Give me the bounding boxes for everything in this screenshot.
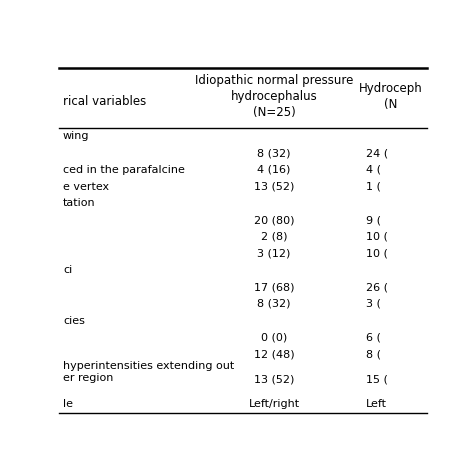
Text: 10 (: 10 ( <box>366 232 388 242</box>
Text: 2 (8): 2 (8) <box>261 232 287 242</box>
Text: 26 (: 26 ( <box>366 282 388 292</box>
Text: le: le <box>63 400 73 410</box>
Text: 10 (: 10 ( <box>366 249 388 259</box>
Text: 6 (: 6 ( <box>366 332 381 342</box>
Text: 15 (: 15 ( <box>366 374 388 384</box>
Text: ci: ci <box>63 265 72 275</box>
Text: 9 (: 9 ( <box>366 215 381 225</box>
Text: Idiopathic normal pressure
hydrocephalus
(N=25): Idiopathic normal pressure hydrocephalus… <box>195 73 353 118</box>
Text: 17 (68): 17 (68) <box>254 282 294 292</box>
Text: 0 (0): 0 (0) <box>261 332 287 342</box>
Text: wing: wing <box>63 131 90 141</box>
Text: 20 (80): 20 (80) <box>254 215 294 225</box>
Text: 13 (52): 13 (52) <box>254 182 294 191</box>
Text: e vertex: e vertex <box>63 182 109 191</box>
Text: 8 (: 8 ( <box>366 349 381 359</box>
Text: 12 (48): 12 (48) <box>254 349 294 359</box>
Text: Hydroceph
(N: Hydroceph (N <box>359 82 422 110</box>
Text: 4 (: 4 ( <box>366 165 381 175</box>
Text: tation: tation <box>63 199 96 209</box>
Text: 3 (: 3 ( <box>366 299 381 309</box>
Text: Left/right: Left/right <box>248 400 300 410</box>
Text: 1 (: 1 ( <box>366 182 381 191</box>
Text: 4 (16): 4 (16) <box>257 165 291 175</box>
Text: 13 (52): 13 (52) <box>254 374 294 384</box>
Text: Left: Left <box>366 400 387 410</box>
Text: 24 (: 24 ( <box>366 148 388 158</box>
Text: hyperintensities extending out
er region: hyperintensities extending out er region <box>63 361 234 383</box>
Text: 3 (12): 3 (12) <box>257 249 291 259</box>
Text: cies: cies <box>63 316 85 326</box>
Text: 8 (32): 8 (32) <box>257 148 291 158</box>
Text: ced in the parafalcine: ced in the parafalcine <box>63 165 185 175</box>
Text: 8 (32): 8 (32) <box>257 299 291 309</box>
Text: rical variables: rical variables <box>63 95 146 108</box>
